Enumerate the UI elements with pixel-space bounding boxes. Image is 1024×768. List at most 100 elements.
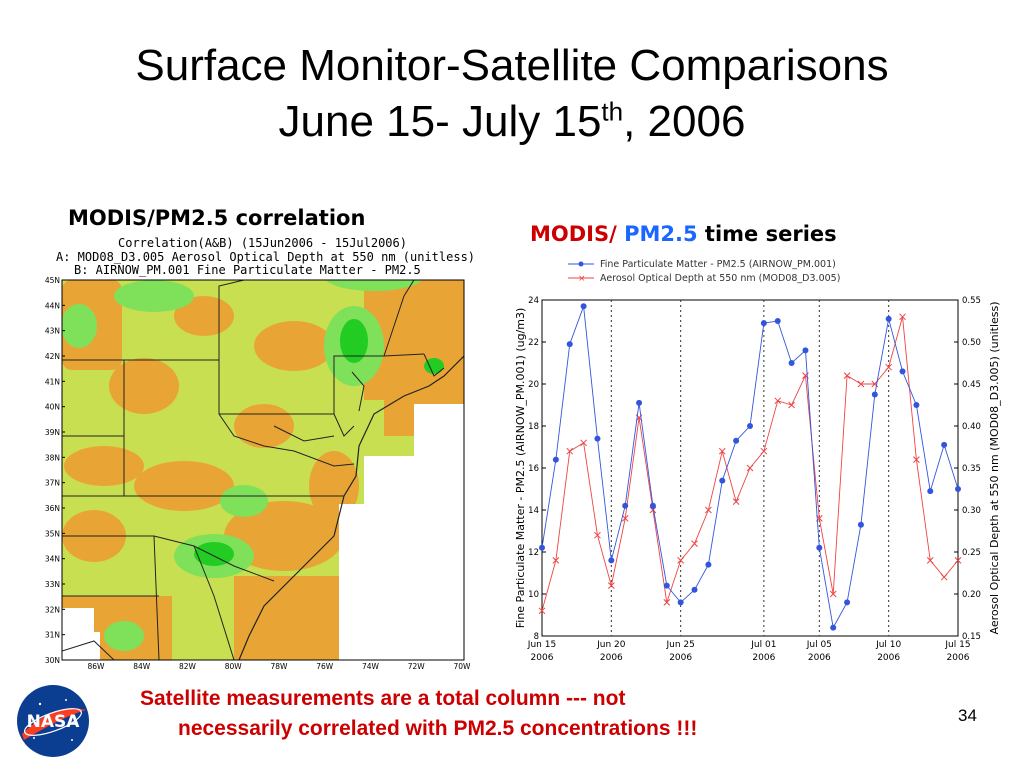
lat-label: 41N	[45, 377, 60, 386]
aod-point	[926, 557, 934, 564]
high-correlation-areas	[194, 319, 444, 566]
aod-point	[829, 590, 837, 598]
pm-point	[677, 599, 684, 606]
y-right-tick-label: 0.15	[962, 632, 981, 642]
timeseries-chart: Fine Particulate Matter - PM2.5 (AIRNOW_…	[508, 252, 1008, 672]
lat-label: 36N	[45, 504, 60, 513]
title-line-1: Surface Monitor-Satellite Comparisons	[135, 41, 889, 90]
aod-point	[788, 401, 795, 409]
heading-pm25: PM2.5	[624, 222, 698, 246]
y-right-tick-label: 0.35	[962, 464, 981, 474]
footnote-line-2: necessarily correlated with PM2.5 concen…	[178, 717, 698, 740]
pm-point	[871, 391, 878, 398]
correlation-heading: MODIS/PM2.5 correlation	[68, 206, 366, 230]
y-right-tick-label: 0.55	[962, 296, 981, 306]
timeseries-heading: MODIS/ PM2.5 time series	[530, 222, 837, 246]
aod-point	[538, 607, 546, 615]
lat-label: 40N	[45, 403, 60, 412]
map-svg: 45N 44N 43N 42N 41N 40N 39N 38N 37N 36N 35N 34N 33N 3…	[45, 276, 472, 671]
pm-point	[594, 435, 601, 442]
y-axis-label: Fine Particulate Matter - PM2.5 (AIRNOW_…	[514, 308, 527, 629]
pm-point	[719, 477, 726, 484]
pm-point	[580, 303, 587, 310]
lat-label: 34N	[45, 555, 60, 564]
pm-point	[663, 582, 670, 589]
y-tick-label: 24	[528, 296, 539, 306]
lat-label: 31N	[45, 631, 60, 640]
y-right-tick-label: 0.40	[962, 422, 981, 432]
coastline	[238, 355, 464, 660]
latitude-labels: 45N 44N 43N 42N 41N 40N 39N 38N 37N 36N 35N 34N 33N 3…	[45, 276, 65, 665]
aod-point	[843, 372, 851, 379]
longitude-labels: 86W 84W 82W 80W 78W 76W 74W 72W 70W	[88, 662, 472, 671]
heading-time-series: time series	[704, 222, 837, 246]
pm-point	[747, 423, 753, 429]
lon-label: 84W	[133, 662, 151, 671]
y-tick-label: 18	[528, 422, 539, 432]
lat-label: 43N	[45, 327, 60, 336]
pm-series-line	[541, 306, 959, 629]
lat-label: 35N	[45, 529, 60, 538]
title-year: , 2006	[623, 97, 746, 146]
pm-point	[539, 544, 545, 551]
pm-point	[830, 624, 837, 631]
pm-point	[760, 320, 767, 327]
x-tick-label: Jul 01	[750, 640, 776, 650]
y-tick-label: 8	[534, 632, 539, 642]
timeseries-svg: Fine Particulate Matter - PM2.5 (AIRNOW_…	[514, 259, 1001, 663]
y-right-tick-label: 0.50	[962, 338, 981, 348]
lat-label: 44N	[45, 301, 60, 310]
legend-pm-marker	[578, 261, 584, 267]
footnote-line-1: Satellite measurements are a total colum…	[140, 687, 626, 710]
legend-pm-label: Fine Particulate Matter - PM2.5 (AIRNOW_…	[600, 259, 836, 270]
lon-label: 76W	[316, 662, 334, 671]
lat-label: 30N	[45, 656, 60, 665]
aod-point	[760, 447, 768, 455]
pm-point	[802, 347, 809, 354]
x-tick-label: Jun 20	[596, 640, 626, 650]
y-right-tick-label: 0.25	[962, 548, 981, 558]
pm-point	[857, 521, 864, 528]
aod-point	[621, 515, 629, 522]
pm-point	[774, 318, 781, 324]
x-tick-year: 2006	[600, 653, 623, 663]
lon-label: 72W	[408, 662, 426, 671]
pm-point	[788, 360, 795, 366]
chart-legend: Fine Particulate Matter - PM2.5 (AIRNOW_…	[568, 259, 840, 284]
plot-area: Jun 15 2006 Jun 20 2006 Jun 25 2006 Jul 01 2006…	[514, 296, 1001, 663]
legend-aod-label: Aerosol Optical Depth at 550 nm (MOD08_D…	[600, 273, 840, 284]
y-right-tick-label: 0.45	[962, 380, 981, 390]
aod-point	[594, 531, 601, 539]
pm-point	[844, 599, 851, 606]
lon-label: 86W	[88, 662, 106, 671]
aod-point	[732, 498, 740, 505]
y-tick-label: 22	[528, 338, 539, 348]
map-title: Correlation(A&B) (15Jun2006 - 15Jul2006)	[118, 236, 407, 250]
pm-point	[552, 456, 559, 463]
y-right-tick-label: 0.30	[962, 506, 981, 516]
aod-point	[885, 363, 893, 371]
aod-point	[774, 397, 782, 405]
y-tick-label: 20	[528, 380, 539, 390]
map-line-b: B: AIRNOW_PM.001 Fine Particulate Matter…	[74, 263, 421, 277]
pm-point	[649, 502, 656, 509]
lon-label: 78W	[271, 662, 289, 671]
aod-point	[691, 540, 698, 547]
aod-point	[718, 447, 726, 455]
y-tick-label: 16	[528, 464, 539, 474]
lon-label: 82W	[179, 662, 197, 671]
aod-point	[899, 313, 906, 321]
aod-point	[580, 439, 587, 447]
pm-point	[622, 502, 629, 509]
x-tick-year: 2006	[531, 653, 554, 663]
lon-label: 74W	[362, 662, 380, 671]
logo-text: NASA	[27, 712, 81, 732]
lat-label: 38N	[45, 453, 60, 462]
heading-modis: MODIS/	[530, 222, 617, 246]
aod-point	[746, 464, 754, 472]
medium-correlation-areas	[62, 280, 423, 651]
nasa-logo: NASA	[17, 685, 89, 757]
aod-point	[857, 380, 865, 388]
y-tick-label: 10	[528, 590, 539, 600]
x-tick-label: Jun 25	[665, 640, 694, 650]
